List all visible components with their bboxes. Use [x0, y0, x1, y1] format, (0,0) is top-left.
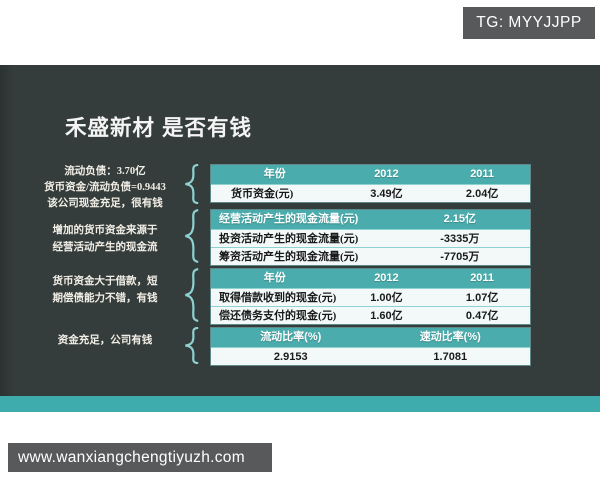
table-header-cell: 2.15亿 [443, 213, 477, 225]
table-header-row: 经营活动产生的现金流量(元) 2.15亿 [211, 210, 530, 229]
annotation-line: 流动负债：3.70亿 [64, 166, 146, 177]
slide-title: 禾盛新材 是否有钱 [65, 116, 252, 140]
table-row: 取得借款收到的现金(元) 1.00亿 1.07亿 [211, 288, 530, 306]
table-cell: 3.49亿 [370, 188, 403, 200]
table-header-cell: 2011 [470, 272, 495, 284]
table-header-cell: 年份 [263, 272, 286, 284]
table-ratios: 流动比率(%) 速动比率(%) 2.9153 1.7081 [210, 327, 531, 366]
table-cash-flows: 经营活动产生的现金流量(元) 2.15亿 投资活动产生的现金流量(元) -333… [210, 209, 531, 266]
table-header-row: 流动比率(%) 速动比率(%) [211, 328, 530, 347]
table-row: 筹资活动产生的现金流量(元) -7705万 [211, 247, 530, 265]
table-row: 投资活动产生的现金流量(元) -3335万 [211, 229, 530, 247]
table-cell: 偿还债务支付的现金(元) [219, 310, 337, 322]
table-cell: -3335万 [440, 233, 480, 245]
annotation-line: 货币资金/流动负债=0.9443 [44, 182, 166, 193]
table-header-row: 年份 2012 2011 [211, 165, 530, 184]
annotation-line: 货币资金大于借款，短 [52, 276, 158, 287]
table-row: 2.9153 1.7081 [211, 347, 530, 365]
brace-icon [183, 268, 199, 322]
table-cell: 2.04亿 [465, 188, 499, 200]
annotation-debt-capacity: 货币资金大于借款，短 期偿债能力不错，有钱 [26, 273, 184, 307]
table-cell: 0.47亿 [465, 310, 499, 322]
table-cell: 取得借款收到的现金(元) [219, 292, 337, 304]
annotation-line: 该公司现金充足，很有钱 [47, 198, 163, 209]
table-monetary-funds: 年份 2012 2011 货币资金(元) 3.49亿 2.04亿 [210, 164, 531, 203]
table-row: 偿还债务支付的现金(元) 1.60亿 0.47亿 [211, 306, 530, 324]
table-cell: -7705万 [440, 251, 480, 263]
table-header-cell: 速动比率(%) [419, 331, 481, 343]
brace-icon [183, 327, 199, 364]
table-cell: 货币资金(元) [231, 188, 294, 200]
slide-canvas: 禾盛新材 是否有钱 流动负债：3.70亿 货币资金/流动负债=0.9443 该公… [0, 65, 600, 412]
table-cell: 2.9153 [273, 351, 308, 363]
table-cell: 筹资活动产生的现金流量(元) [219, 251, 359, 263]
table-header-cell: 2012 [374, 272, 399, 284]
telegram-badge: TG: MYYJJPP [463, 7, 595, 39]
table-header-cell: 流动比率(%) [260, 331, 322, 343]
table-row: 货币资金(元) 3.49亿 2.04亿 [211, 184, 530, 202]
annotation-conclusion: 资金充足，公司有钱 [26, 333, 184, 349]
table-borrowings: 年份 2012 2011 取得借款收到的现金(元) 1.00亿 1.07亿 偿还… [210, 268, 531, 325]
table-cell: 1.7081 [433, 351, 468, 363]
table-header-cell: 经营活动产生的现金流量(元) [219, 213, 359, 225]
table-header-cell: 年份 [263, 168, 286, 180]
table-header-cell: 2011 [470, 168, 495, 180]
annotation-current-liabilities: 流动负债：3.70亿 货币资金/流动负债=0.9443 该公司现金充足，很有钱 [26, 164, 184, 212]
table-header-row: 年份 2012 2011 [211, 269, 530, 288]
table-cell: 1.60亿 [370, 310, 403, 322]
table-cell: 投资活动产生的现金流量(元) [219, 233, 359, 245]
slide-bottom-band [0, 396, 600, 412]
annotation-line: 资金充足，公司有钱 [57, 335, 153, 346]
annotation-line: 期偿债能力不错，有钱 [52, 293, 158, 304]
table-header-cell: 2012 [374, 168, 399, 180]
website-url-bar: www.wanxiangchengtiyuzh.com [8, 443, 272, 472]
annotation-cash-source: 增加的货币资金来源于 经营活动产生的现金流 [26, 222, 184, 256]
brace-icon [183, 164, 199, 204]
table-cell: 1.07亿 [465, 292, 499, 304]
annotation-line: 增加的货币资金来源于 [52, 225, 158, 236]
annotation-line: 经营活动产生的现金流 [52, 242, 158, 253]
brace-icon [183, 209, 199, 263]
table-cell: 1.00亿 [370, 292, 403, 304]
